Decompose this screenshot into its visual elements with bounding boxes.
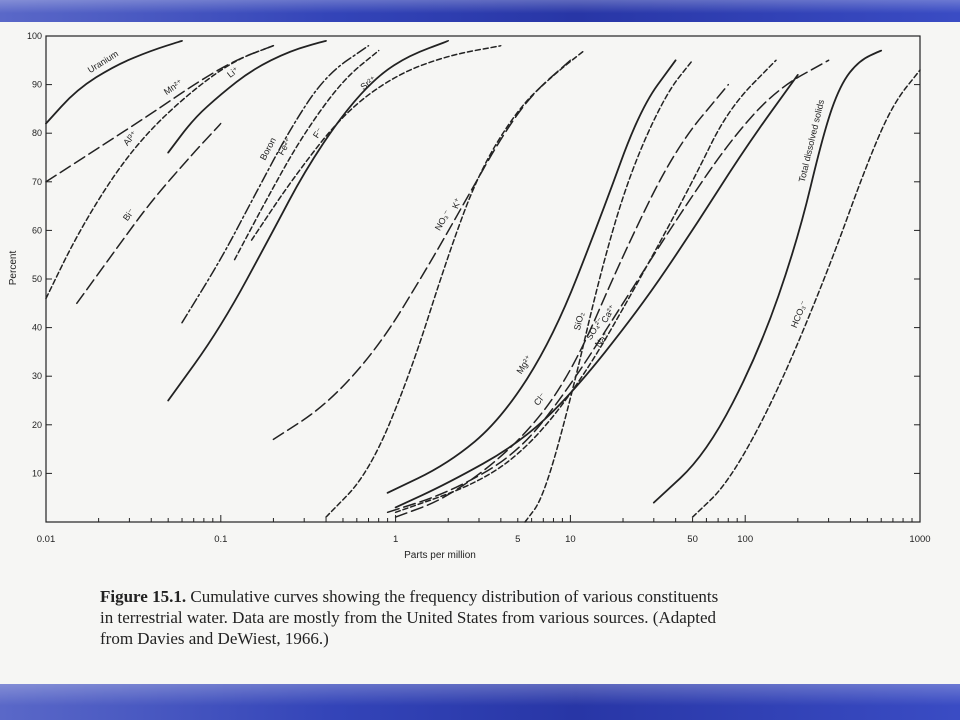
axis-frame: 10 20 30 40 50 60 70 80 90 100 0.01 0.1 1 5 10 50 100 100…: [27, 31, 931, 545]
series-curve: [386, 59, 677, 494]
series-curve: [45, 44, 275, 300]
y-tick-label: 70: [32, 177, 42, 187]
series-curve: [524, 59, 694, 523]
series-curves: [45, 39, 921, 523]
y-tick-label: 100: [27, 31, 42, 41]
x-tick-label: 0.1: [214, 534, 227, 545]
x-axis-label: Parts per million: [404, 550, 476, 561]
series-curve: [167, 39, 327, 154]
title-bar-band: [0, 0, 960, 22]
caption-line-3: from Davies and DeWiest, 1966.): [100, 629, 329, 648]
series-curve: [394, 83, 730, 518]
figure-caption: Figure 15.1. Cumulative curves showing t…: [100, 586, 860, 649]
scanned-figure-area: [0, 22, 960, 684]
series-curve: [272, 59, 572, 441]
caption-line-2: in terrestrial water. Data are mostly fr…: [100, 608, 717, 627]
series-curve: [325, 49, 585, 518]
plot-frame: [45, 35, 921, 523]
x-tick-label: 50: [687, 534, 698, 545]
series-label: Uranium: [86, 48, 120, 75]
x-tick-label: 1000: [909, 534, 930, 545]
series-label: Fe²⁺: [276, 136, 294, 157]
series-curve: [181, 44, 370, 324]
series-curve: [394, 59, 777, 514]
x-tick-label: 100: [737, 534, 753, 545]
series-label: Ca²⁺: [599, 303, 617, 325]
series-curve: [76, 122, 222, 305]
footer-band: [0, 684, 960, 720]
series-curve: [394, 73, 799, 509]
y-tick-label: 50: [32, 274, 42, 284]
x-tick-label: 1: [393, 534, 398, 545]
series-curve: [652, 49, 883, 504]
x-tick-label: 0.01: [37, 534, 56, 545]
series-label: SiO₂: [572, 311, 586, 332]
series-label: K⁺: [450, 196, 463, 210]
y-tick-label: 90: [32, 80, 42, 90]
y-tick-label: 80: [32, 128, 42, 138]
y-tick-label: 20: [32, 420, 42, 430]
series-curve: [386, 59, 830, 514]
caption-line-1: Cumulative curves showing the frequency …: [190, 587, 719, 606]
y-tick-label: 10: [32, 468, 42, 478]
series-curve: [250, 44, 502, 241]
y-tick-label: 30: [32, 371, 42, 381]
y-axis-label: Percent: [8, 251, 19, 286]
figure-label: Figure 15.1.: [100, 587, 187, 606]
series-curve: [45, 39, 183, 125]
series-curve: [233, 49, 380, 261]
series-curve: [167, 40, 450, 402]
y-tick-label: 40: [32, 323, 42, 333]
x-tick-label: 5: [515, 534, 520, 545]
series-curve: [691, 69, 921, 518]
series-label: Bi⁻: [121, 206, 137, 222]
series-labels: UraniumMn²⁺Al³⁺Li⁺Bi⁻BoronFe²⁺Sr²⁺F⁻NO₃⁻…: [86, 48, 826, 407]
series-label: Cl⁻: [532, 391, 548, 408]
series-curve: [45, 44, 275, 183]
y-tick-label: 60: [32, 225, 42, 235]
series-label: F⁻: [311, 126, 325, 140]
x-tick-label: 10: [565, 534, 576, 545]
